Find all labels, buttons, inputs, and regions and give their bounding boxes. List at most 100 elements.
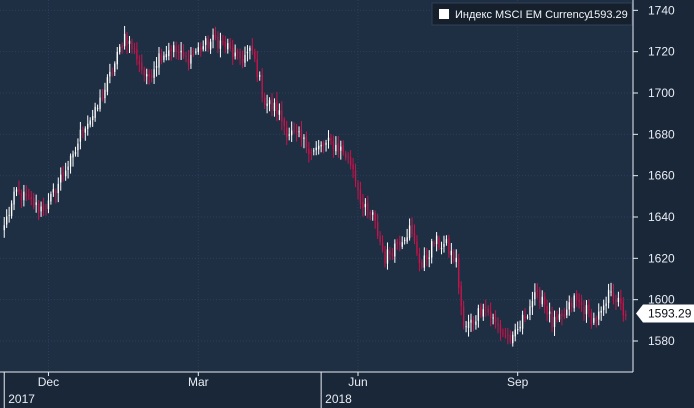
candle-body <box>273 102 276 112</box>
candle <box>91 109 94 127</box>
candle-body <box>322 143 325 147</box>
candle <box>379 231 381 246</box>
candle <box>229 37 231 52</box>
candle-body <box>249 47 251 51</box>
candle-body <box>327 137 330 141</box>
candle-body <box>50 193 52 202</box>
candle <box>74 146 77 157</box>
candle <box>519 320 521 332</box>
candle <box>128 36 131 54</box>
candle <box>222 34 224 46</box>
candle <box>305 131 308 154</box>
candle <box>617 291 620 307</box>
candle-body <box>106 77 109 92</box>
candle <box>246 45 249 62</box>
candle-body <box>448 238 450 254</box>
candle-body <box>187 58 190 65</box>
candle <box>227 38 229 54</box>
candle <box>610 282 612 297</box>
candle-body <box>281 110 283 122</box>
candle-body <box>77 143 79 151</box>
candle-body <box>573 295 575 309</box>
candle-body <box>119 46 121 53</box>
candle-body <box>202 46 204 50</box>
candle-body <box>28 195 30 197</box>
candle <box>6 209 8 228</box>
candle-body <box>480 306 482 315</box>
candle-body <box>359 189 362 204</box>
candle-body <box>104 89 106 99</box>
candle-body <box>217 36 219 48</box>
candle <box>340 140 342 160</box>
candle <box>293 122 295 134</box>
candle <box>45 203 47 216</box>
candle-body <box>445 239 448 244</box>
candle <box>298 126 300 138</box>
candle <box>182 44 185 60</box>
candle <box>563 307 566 320</box>
candle <box>595 315 597 328</box>
candle <box>141 54 143 75</box>
candle-body <box>578 300 580 302</box>
candle <box>10 200 13 219</box>
candle-body <box>241 59 244 62</box>
candle <box>35 194 37 213</box>
candle-body <box>428 257 430 259</box>
candle <box>467 314 470 337</box>
candle-body <box>170 48 172 52</box>
candle-body <box>234 52 236 57</box>
candle <box>462 300 465 330</box>
candle <box>620 289 622 311</box>
candle-body <box>6 216 8 225</box>
candle <box>72 150 74 167</box>
legend-label: Индекс MSCI EM Currency <box>455 9 590 21</box>
legend: Индекс MSCI EM Currency 1593.29 <box>431 2 633 26</box>
candle <box>612 283 615 305</box>
candle-body <box>197 47 199 53</box>
candle <box>428 250 430 268</box>
candle-body <box>556 315 558 320</box>
candle <box>327 130 330 149</box>
candle-body <box>278 110 281 115</box>
candle-body <box>357 182 359 191</box>
candle <box>180 41 182 60</box>
candle-body <box>529 306 531 315</box>
candle <box>165 45 168 61</box>
candle-body <box>362 202 364 209</box>
candle <box>146 68 148 85</box>
candle <box>507 327 509 345</box>
candle <box>480 303 482 319</box>
candle <box>453 249 455 264</box>
candle <box>131 38 133 54</box>
candle <box>342 140 344 156</box>
candle-body <box>485 307 487 309</box>
candle <box>332 135 335 158</box>
candle-body <box>605 303 607 306</box>
candle-body <box>534 292 536 300</box>
last-value-tag-shape <box>636 304 694 323</box>
candle <box>406 228 408 244</box>
candle <box>600 306 602 321</box>
y-tick-label: 1600 <box>648 293 675 307</box>
candle-body <box>453 251 455 262</box>
candle-body <box>185 55 187 58</box>
candle <box>320 141 322 153</box>
candle <box>445 235 448 246</box>
candle <box>367 195 369 219</box>
candle <box>359 181 362 209</box>
candle <box>551 306 553 333</box>
candle <box>386 242 389 270</box>
candle <box>155 57 158 77</box>
candle-body <box>475 321 477 325</box>
candle <box>79 121 82 150</box>
candle-body <box>205 38 207 45</box>
candle-body <box>219 40 222 49</box>
candle-body <box>521 314 524 329</box>
candle-body <box>507 334 509 336</box>
candle-body <box>18 189 20 192</box>
candle <box>33 192 35 210</box>
candle-body <box>57 183 59 194</box>
candle <box>261 68 263 103</box>
candle <box>318 139 320 155</box>
candle-body <box>482 309 484 317</box>
